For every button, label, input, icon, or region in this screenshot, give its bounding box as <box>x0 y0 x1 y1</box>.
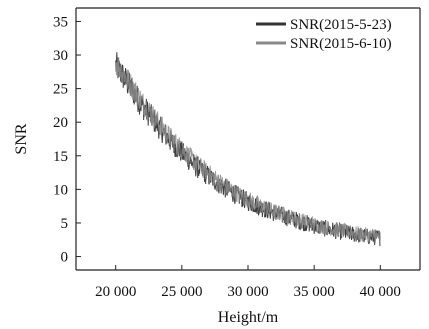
legend-label-series-2: SNR(2015-6-10) <box>290 36 392 52</box>
y-tick-label: 35 <box>53 14 68 30</box>
y-ticks: 0 5 10 15 20 25 30 35 <box>53 14 81 266</box>
legend-label-series-1: SNR(2015-5-23) <box>290 17 392 33</box>
x-tick-label: 30 000 <box>227 284 268 300</box>
y-tick-label: 0 <box>61 250 69 266</box>
x-tick-label: 25 000 <box>161 284 202 300</box>
plot-lines <box>115 52 381 247</box>
legend: SNR(2015-5-23) SNR(2015-6-10) <box>256 17 392 52</box>
y-tick-label: 5 <box>61 216 69 232</box>
y-tick-label: 30 <box>53 48 68 64</box>
y-tick-label: 10 <box>53 182 68 198</box>
x-tick-label: 20 000 <box>95 284 136 300</box>
y-tick-label: 25 <box>53 82 68 98</box>
x-tick-label: 40 000 <box>360 284 401 300</box>
series-line-1 <box>115 52 381 247</box>
x-axis-title: Height/m <box>218 309 279 326</box>
y-tick-label: 20 <box>53 115 68 131</box>
x-ticks: 20 000 25 000 30 000 35 000 40 000 <box>95 265 401 300</box>
x-tick-label: 35 000 <box>294 284 335 300</box>
series-line-2 <box>115 57 381 244</box>
y-axis-title: SNR <box>13 123 30 154</box>
axes <box>75 7 421 271</box>
y-tick-label: 15 <box>53 149 68 165</box>
